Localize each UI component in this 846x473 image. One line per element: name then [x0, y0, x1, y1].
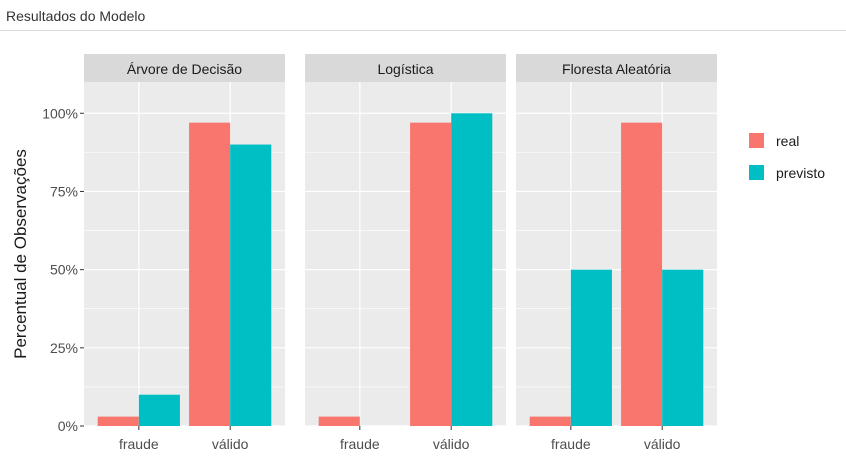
x-tick-label: fraude: [551, 436, 591, 452]
title-divider: [0, 30, 846, 31]
bar-real: [189, 122, 231, 427]
x-tick-label: válido: [212, 436, 249, 452]
x-tick-label: válido: [433, 436, 470, 452]
window-title: Resultados do Modelo: [6, 8, 146, 24]
panel-strip: [305, 54, 506, 82]
y-tick-label: 100%: [42, 105, 78, 121]
x-tick-label: fraude: [340, 436, 380, 452]
bar-real: [410, 122, 452, 427]
y-tick-label: 0%: [58, 418, 78, 434]
bar-real: [97, 416, 139, 426]
bar-real: [318, 416, 360, 426]
panel-strip: [516, 54, 717, 82]
bar-real: [529, 416, 571, 426]
bar-real: [621, 122, 663, 427]
bar-previsto: [570, 269, 612, 426]
y-tick-label: 75%: [50, 183, 78, 199]
legend-label: previsto: [776, 165, 825, 181]
y-tick-label: 50%: [50, 262, 78, 278]
y-axis-title: Percentual de Observações: [11, 149, 30, 359]
x-tick-label: válido: [644, 436, 681, 452]
bar-previsto: [138, 394, 180, 426]
bar-previsto: [662, 269, 704, 426]
legend-label: real: [776, 133, 799, 149]
panel-title: Árvore de Decisão: [127, 61, 242, 77]
panel-title: Floresta Aleatória: [562, 61, 671, 77]
panel-strip: [84, 54, 285, 82]
y-tick-label: 25%: [50, 340, 78, 356]
legend-key-previsto: [749, 165, 764, 180]
legend-key-real: [749, 133, 764, 148]
panel-title: Logística: [377, 61, 433, 77]
x-tick-label: fraude: [119, 436, 159, 452]
bar-previsto: [230, 144, 272, 426]
bar-previsto: [451, 113, 493, 426]
